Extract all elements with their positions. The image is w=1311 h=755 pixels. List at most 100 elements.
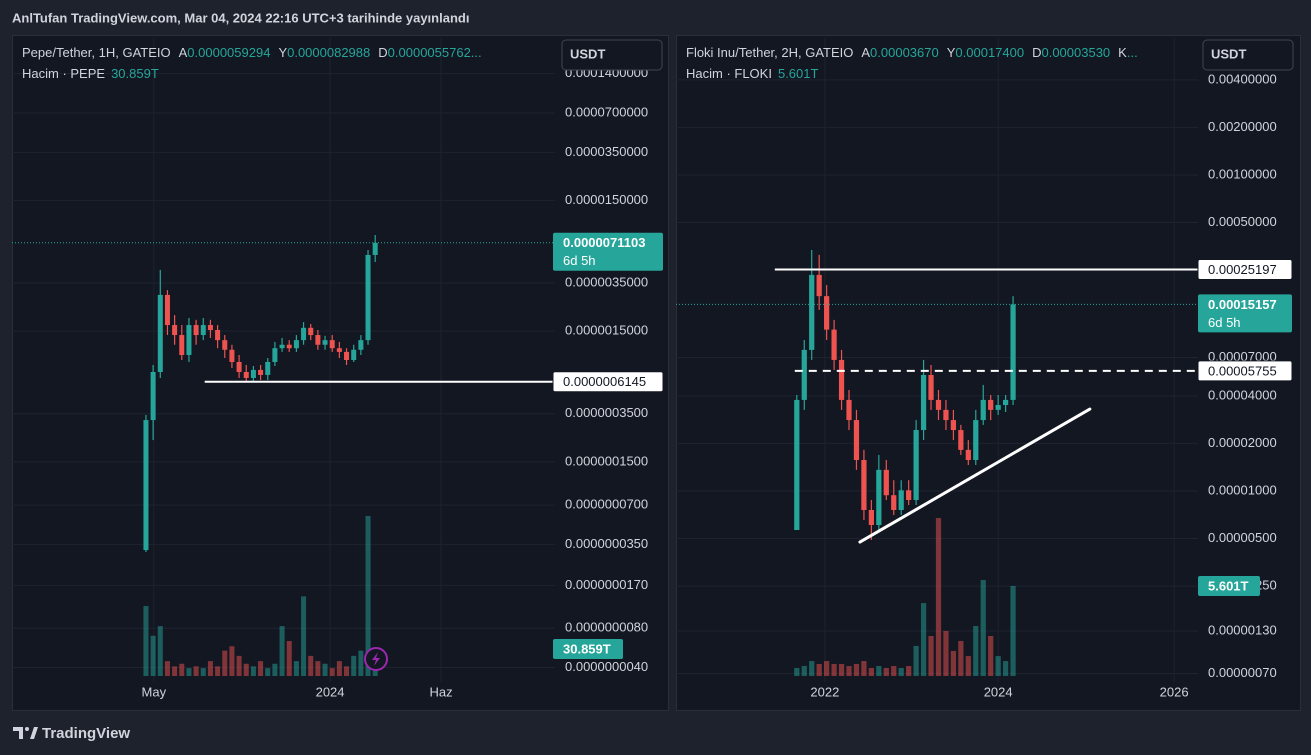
- candle-body: [157, 294, 163, 373]
- candle-body: [308, 327, 314, 336]
- legend-title: Floki Inu/Tether, 2H, GATEIO: [686, 45, 853, 60]
- volume-bar: [794, 667, 800, 676]
- volume-bar: [883, 667, 889, 676]
- level-label: 0.00025197: [1208, 262, 1277, 277]
- candle-body: [950, 420, 957, 431]
- candle-body: [315, 335, 321, 345]
- volume-bar: [236, 655, 242, 676]
- y-tick-label: 0.0000700000: [565, 104, 648, 119]
- candle-body: [920, 374, 927, 431]
- volume-bar: [279, 626, 285, 676]
- volume-bar: [301, 596, 307, 676]
- candle-body: [243, 372, 249, 378]
- volume-badge-label: 30.859T: [563, 641, 611, 656]
- readout-key: A: [861, 45, 870, 60]
- volume-bar: [193, 666, 199, 676]
- candle-body: [172, 325, 178, 336]
- readout-key: D: [1032, 45, 1041, 60]
- volume-bar: [958, 640, 964, 676]
- volume-bar: [207, 661, 213, 676]
- y-tick-label: 0.00200000: [1208, 119, 1277, 134]
- candle-body: [143, 420, 149, 551]
- volume-bar: [157, 626, 163, 676]
- candle-body: [279, 344, 285, 349]
- y-tick-label: 0.0000035000: [565, 274, 648, 289]
- volume-bar: [906, 666, 912, 676]
- candle-body: [913, 430, 919, 500]
- candle-body: [207, 325, 213, 331]
- candle-body: [868, 509, 874, 526]
- volume-bar: [293, 661, 299, 676]
- volume-bar: [150, 635, 156, 676]
- candle-body: [258, 369, 264, 375]
- candle-body: [928, 374, 934, 400]
- currency-label[interactable]: USDT: [1211, 46, 1246, 61]
- volume-bar: [943, 631, 949, 676]
- volume-bar: [913, 645, 919, 676]
- candle-body: [186, 325, 192, 355]
- volume-bar: [344, 666, 350, 676]
- y-tick-label: 0.00002000: [1208, 435, 1277, 450]
- volume-bar: [928, 635, 934, 676]
- countdown: 6d 5h: [1208, 315, 1241, 330]
- volume-badge: [553, 639, 623, 660]
- legend: Floki Inu/Tether, 2H, GATEIO A0.00003670 Y…: [686, 45, 1138, 60]
- volume-bar: [995, 656, 1001, 676]
- candle-body: [965, 449, 971, 461]
- volume-bar: [358, 650, 364, 676]
- candle-body: [809, 274, 815, 350]
- candle-body: [222, 340, 228, 350]
- y-tick-label: 0.00000500: [1208, 530, 1277, 545]
- logo: [13, 727, 38, 739]
- candle-body: [973, 420, 979, 461]
- volume-bar: [143, 606, 149, 676]
- candle-body: [831, 329, 837, 360]
- candle-body: [351, 349, 357, 360]
- volume-bar: [172, 666, 178, 676]
- volume-bar: [265, 668, 271, 676]
- y-tick-label: 0.00100000: [1208, 166, 1277, 181]
- y-tick-label: 0.0000000080: [565, 620, 648, 635]
- panel: [676, 35, 1301, 711]
- readout-key: A: [179, 45, 188, 60]
- candle-body: [200, 325, 206, 336]
- candle-body: [272, 348, 278, 362]
- price-badge: [1198, 294, 1292, 333]
- volume-bar: [853, 663, 860, 676]
- y-tick-label: 0.00000070: [1208, 665, 1277, 680]
- candle-body: [801, 349, 807, 400]
- candle-body: [344, 351, 350, 360]
- candle-body: [286, 344, 292, 349]
- x-tick-label: 2024: [984, 684, 1013, 699]
- volume-bar: [243, 663, 249, 676]
- level-label: 0.0000006145: [563, 374, 646, 389]
- readout-key: Y: [278, 45, 287, 60]
- candle-body: [838, 359, 845, 400]
- volume-bar: [868, 667, 874, 676]
- legend: Hacim · PEPE 30.859T: [22, 66, 159, 81]
- y-tick-label: 0.00000130: [1208, 622, 1277, 637]
- y-tick-label: 0.00001000: [1208, 482, 1277, 497]
- volume-bar: [809, 661, 815, 676]
- candle-body: [229, 349, 235, 362]
- y-tick-label: 0.0000003500: [565, 405, 648, 420]
- y-tick-label: 0.0000015000: [565, 323, 648, 338]
- candle-body: [988, 399, 994, 410]
- candle-body: [329, 340, 335, 349]
- level-label: 0.00005755: [1208, 363, 1277, 378]
- lightning-icon[interactable]: [364, 647, 388, 671]
- volume-bar: [920, 603, 927, 676]
- volume-bar: [315, 661, 321, 676]
- candle-body: [935, 399, 942, 410]
- candle-body: [336, 348, 342, 352]
- volume-bar: [179, 663, 185, 676]
- volume-bar: [898, 667, 904, 676]
- trend-line: [858, 407, 1092, 544]
- currency-button[interactable]: [1202, 39, 1294, 71]
- candle-body: [1002, 399, 1009, 406]
- volume-badge: [1198, 576, 1260, 596]
- candle-body: [365, 254, 371, 341]
- currency-button[interactable]: [561, 39, 663, 71]
- currency-label[interactable]: USDT: [570, 46, 605, 61]
